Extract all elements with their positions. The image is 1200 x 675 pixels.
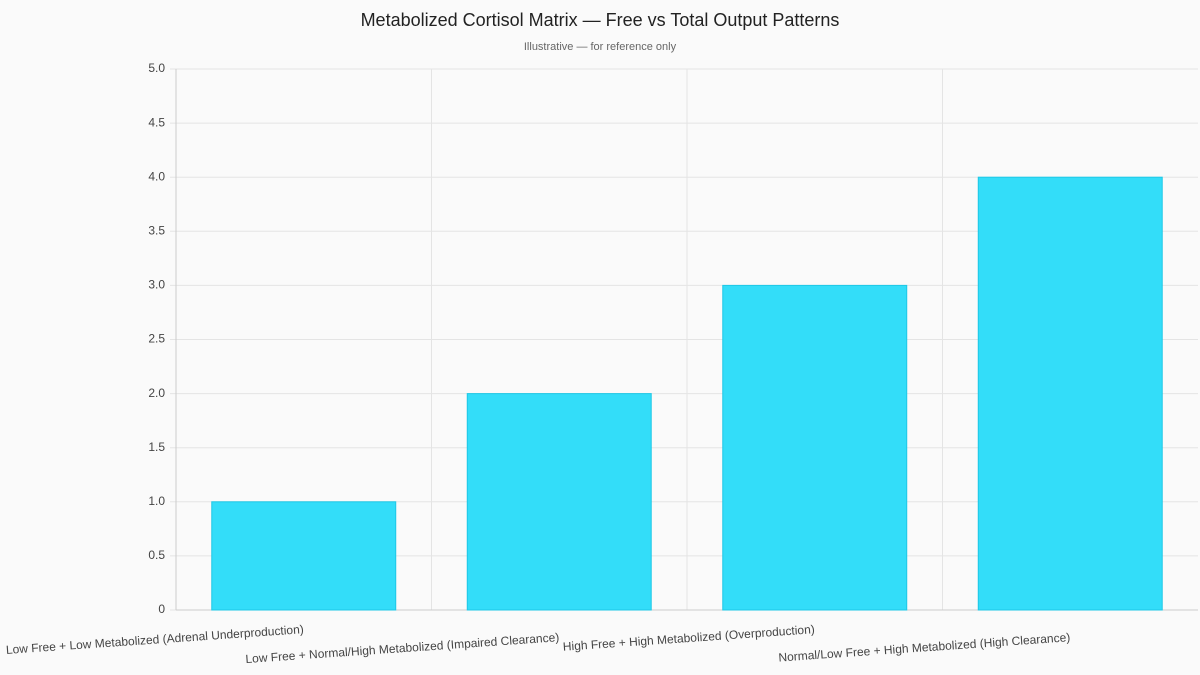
y-tick-label: 2.0 [148,386,165,400]
y-tick-label: 4.5 [148,115,165,129]
y-tick-label: 4.0 [148,169,165,183]
y-tick-label: 1.0 [148,494,165,508]
y-tick-label: 3.5 [148,223,165,237]
y-tick-label: 1.5 [148,440,165,454]
x-tick-label: High Free + High Metabolized (Overproduc… [562,622,815,654]
x-tick-label: Normal/Low Free + High Metabolized (High… [778,630,1071,664]
bar [722,284,908,611]
chart-title: Metabolized Cortisol Matrix — Free vs To… [361,10,840,30]
bar [211,501,397,611]
chart-subtitle: Illustrative — for reference only [524,41,677,53]
y-tick-label: 3.0 [148,278,165,292]
y-tick-label: 5.0 [148,61,165,75]
y-tick-label: 2.5 [148,332,165,346]
bar [977,176,1163,611]
bar [466,393,652,611]
y-tick-label: 0.5 [148,548,165,562]
y-tick-label: 0 [158,602,165,616]
